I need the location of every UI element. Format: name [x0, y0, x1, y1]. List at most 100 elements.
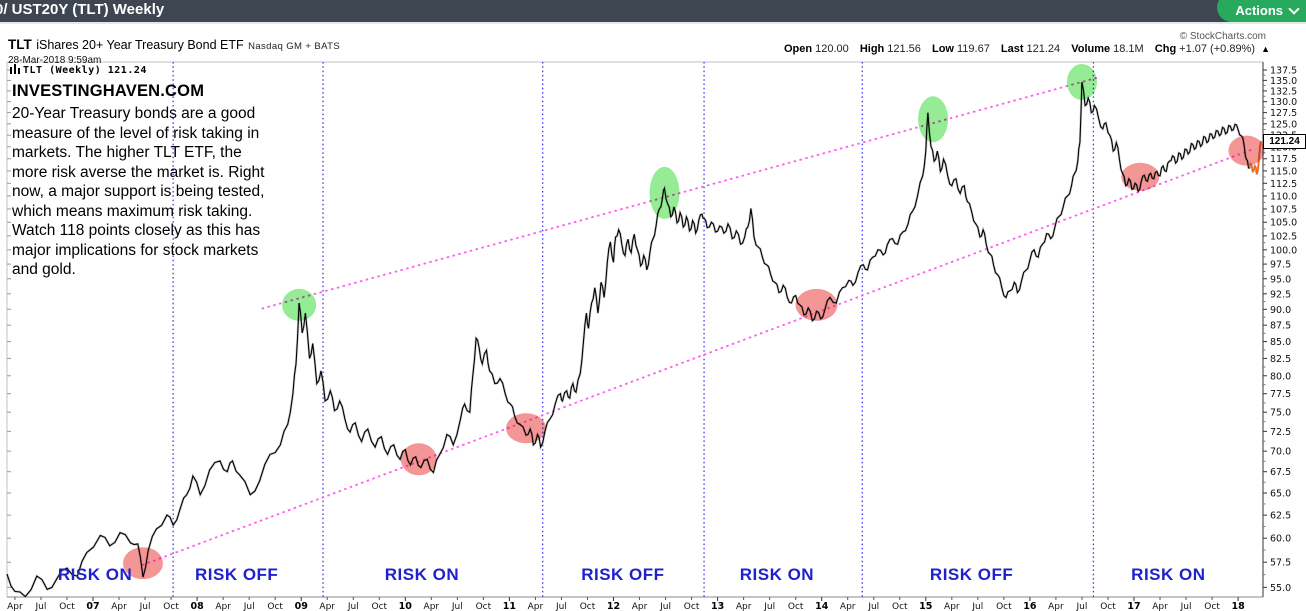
up-arrow-icon: ▲ — [1261, 44, 1270, 54]
volume-label: Volume — [1071, 43, 1111, 55]
x-axis-year-label: 07 — [86, 601, 99, 611]
symbol-ticker: TLT — [8, 37, 32, 52]
y-axis-label: 105.0 — [1270, 218, 1297, 229]
top-marker-ellipse — [649, 166, 680, 219]
x-axis-label: Oct — [59, 602, 75, 611]
top-marker-ellipse — [1066, 64, 1097, 101]
risk-zone-label: RISK ON — [385, 565, 459, 584]
x-axis-label: Oct — [788, 602, 804, 611]
x-axis-label: Apr — [736, 602, 752, 611]
risk-zone-label: RISK OFF — [581, 565, 664, 584]
top-marker-ellipse — [918, 96, 949, 143]
x-axis-label: Oct — [892, 602, 908, 611]
quote-row: Open 120.00 High 121.56 Low 119.67 Last 121.… — [784, 43, 1270, 55]
x-axis-label: Oct — [684, 602, 700, 611]
x-axis-label: Jul — [139, 602, 151, 611]
bottom-marker-ellipse — [506, 413, 547, 444]
x-axis-year-label: 11 — [503, 601, 516, 611]
volume-value: 18.1M — [1113, 43, 1144, 55]
y-axis-label: 85.0 — [1270, 337, 1291, 348]
risk-zone-label: RISK ON — [740, 565, 814, 584]
x-axis-label: Jul — [763, 602, 775, 611]
y-axis-label: 90.0 — [1270, 305, 1291, 316]
x-axis-label: Oct — [476, 602, 492, 611]
x-axis-label: Jul — [659, 602, 671, 611]
y-axis-label: 95.0 — [1270, 274, 1291, 285]
y-axis-label: 60.0 — [1270, 534, 1291, 545]
x-axis-label: Jul — [451, 602, 463, 611]
instrument-name: iShares 20+ Year Treasury Bond ETF — [36, 38, 244, 52]
actions-button[interactable]: Actions — [1217, 0, 1306, 22]
x-axis-label: Oct — [580, 602, 596, 611]
page-title: 0/ UST20Y (TLT) Weekly — [0, 1, 165, 18]
x-axis-year-label: 18 — [1231, 601, 1245, 611]
y-axis-label: 75.0 — [1270, 408, 1291, 419]
y-axis-label: 137.5 — [1270, 66, 1297, 77]
risk-zone-label: RISK ON — [58, 565, 132, 584]
exchange-label: Nasdaq GM + BATS — [248, 41, 341, 52]
bottom-marker-ellipse — [122, 547, 163, 580]
y-axis-label: 72.5 — [1270, 427, 1291, 438]
y-axis-label: 97.5 — [1270, 260, 1291, 271]
y-axis-label: 112.5 — [1270, 179, 1297, 190]
y-axis-label: 65.0 — [1270, 489, 1291, 500]
y-axis-label: 130.0 — [1270, 97, 1297, 108]
x-axis-label: Oct — [371, 602, 387, 611]
x-axis-label: Jul — [1076, 602, 1088, 611]
bottom-marker-ellipse — [400, 443, 437, 476]
copyright: © StockCharts.com — [1179, 31, 1266, 42]
x-axis-label: Jul — [1180, 602, 1192, 611]
x-axis-year-label: 10 — [399, 601, 413, 611]
annotation-heading: INVESTINGHAVEN.COM — [12, 82, 205, 100]
series-legend: TLT (Weekly) 121.24 — [10, 64, 147, 77]
risk-zone-label: RISK OFF — [930, 565, 1013, 584]
y-axis-label: 125.0 — [1270, 119, 1297, 130]
y-axis-label: 87.5 — [1270, 321, 1291, 332]
x-axis-label: Jul — [971, 602, 983, 611]
y-axis-label: 127.5 — [1270, 108, 1297, 119]
y-axis-label: 132.5 — [1270, 86, 1297, 97]
open-value: 120.00 — [815, 43, 849, 55]
x-axis-label: Jul — [555, 602, 567, 611]
last-price-label: 121.24 — [1263, 134, 1306, 149]
x-axis-label: Oct — [267, 602, 283, 611]
y-axis-label: 82.5 — [1270, 354, 1291, 365]
y-axis-label: 55.0 — [1270, 583, 1291, 594]
y-axis-label: 115.0 — [1270, 166, 1297, 177]
x-axis-label: Apr — [111, 602, 127, 611]
last-value: 121.24 — [1026, 43, 1061, 55]
x-axis-label: Apr — [944, 602, 960, 611]
high-label: High — [859, 43, 885, 55]
y-axis-label: 102.5 — [1270, 231, 1297, 242]
x-axis-label: Apr — [1152, 602, 1168, 611]
risk-zone-label: RISK ON — [1131, 565, 1205, 584]
y-axis-label: 57.5 — [1270, 558, 1291, 569]
bottom-marker-ellipse — [795, 288, 838, 321]
x-axis-year-label: 08 — [190, 601, 204, 611]
x-axis-label: Apr — [7, 602, 23, 611]
chg-label: Chg — [1154, 43, 1177, 55]
x-axis-label: Jul — [243, 602, 255, 611]
x-axis-label: Oct — [996, 602, 1012, 611]
x-axis-label: Apr — [424, 602, 440, 611]
x-axis-label: Jul — [867, 602, 879, 611]
x-axis-label: Jul — [35, 602, 47, 611]
y-axis-label: 117.5 — [1270, 154, 1297, 165]
x-axis-label: Oct — [1100, 602, 1116, 611]
x-axis-year-label: 09 — [295, 601, 308, 611]
y-axis-label: 135.0 — [1270, 76, 1297, 87]
chart-header: TLT iShares 20+ Year Treasury Bond ETF N… — [8, 36, 340, 66]
x-axis-label: Apr — [215, 602, 231, 611]
annotation-block: INVESTINGHAVEN.COM 20-Year Treasury bond… — [12, 82, 276, 280]
x-axis-label: Oct — [163, 602, 179, 611]
chevron-down-icon — [1288, 3, 1300, 15]
x-axis-year-label: 12 — [607, 601, 620, 611]
y-axis-label: 100.0 — [1270, 245, 1297, 256]
y-axis-label: 70.0 — [1270, 447, 1291, 458]
high-value: 121.56 — [887, 43, 921, 55]
x-axis-label: Jul — [347, 602, 359, 611]
last-label: Last — [1000, 43, 1024, 55]
y-axis-label: 77.5 — [1270, 389, 1291, 400]
